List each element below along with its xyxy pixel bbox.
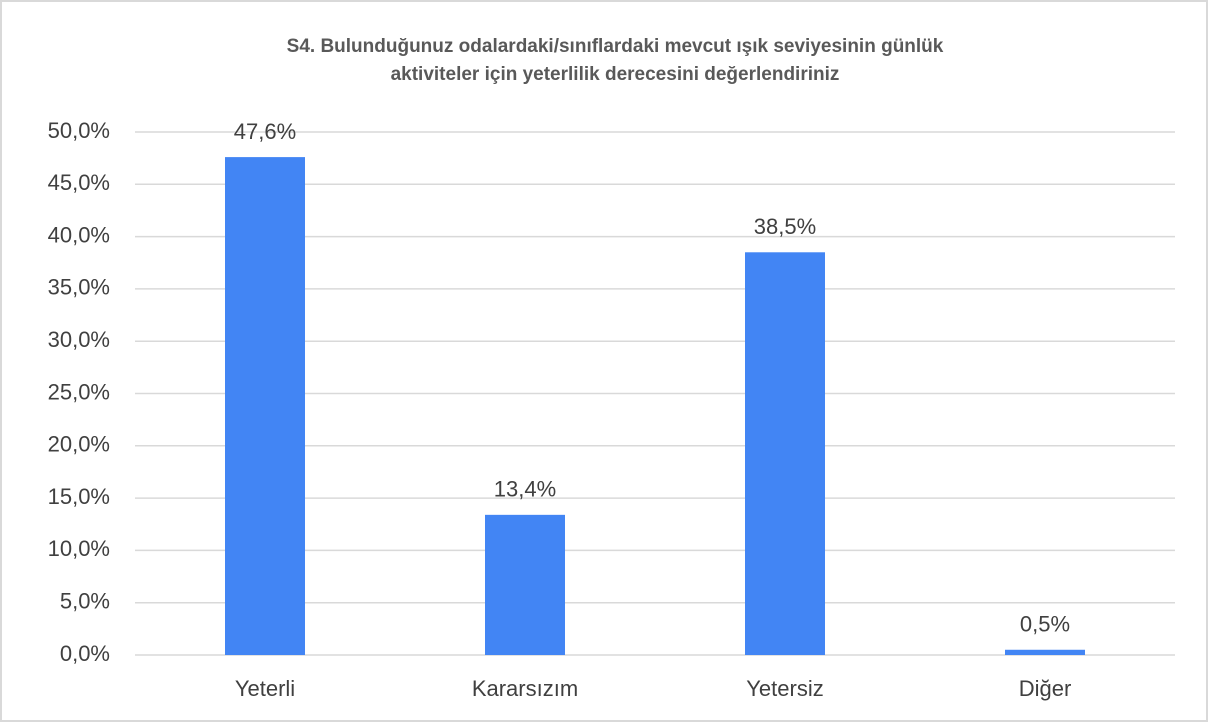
value-label: 0,5% [1020, 612, 1070, 637]
bar [225, 157, 305, 655]
y-tick-label: 25,0% [48, 379, 110, 404]
chart-title: aktiviteler için yeterlilik derecesini d… [391, 64, 840, 85]
x-tick-label: Kararsızım [472, 676, 578, 701]
y-tick-label: 5,0% [60, 589, 110, 614]
y-tick-label: 0,0% [60, 641, 110, 666]
chart-title: S4. Bulunduğunuz odalardaki/sınıflardaki… [287, 36, 944, 57]
bar [1005, 649, 1085, 655]
x-tick-label: Yetersiz [746, 676, 823, 701]
y-tick-label: 40,0% [48, 222, 110, 247]
x-tick-label: Yeterli [235, 676, 295, 701]
bar [485, 514, 565, 655]
y-tick-label: 30,0% [48, 327, 110, 352]
value-label: 13,4% [494, 477, 556, 502]
x-tick-label: Diğer [1019, 676, 1072, 701]
y-tick-label: 50,0% [48, 118, 110, 143]
y-tick-label: 20,0% [48, 432, 110, 457]
y-tick-label: 15,0% [48, 484, 110, 509]
value-label: 47,6% [234, 119, 296, 144]
y-tick-label: 10,0% [48, 536, 110, 561]
value-label: 38,5% [754, 214, 816, 239]
y-tick-label: 35,0% [48, 275, 110, 300]
y-tick-label: 45,0% [48, 170, 110, 195]
bar [745, 252, 825, 656]
